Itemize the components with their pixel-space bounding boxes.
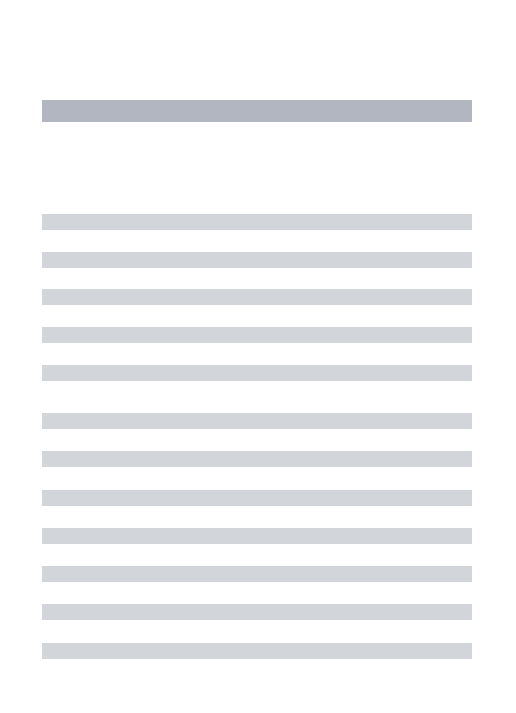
Bar	[42, 528, 472, 544]
Bar	[42, 490, 472, 506]
Bar	[42, 451, 472, 467]
Bar	[42, 604, 472, 620]
Bar	[42, 643, 472, 659]
Bar	[42, 289, 472, 305]
Bar	[42, 327, 472, 343]
Bar	[42, 214, 472, 230]
Bar	[42, 413, 472, 429]
Bar	[42, 100, 472, 122]
Bar	[42, 252, 472, 268]
Bar	[42, 365, 472, 381]
Bar	[42, 566, 472, 582]
